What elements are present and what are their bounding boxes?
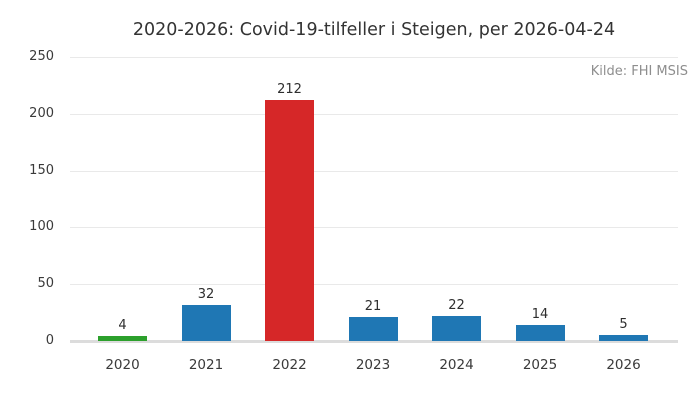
bar-2024	[432, 316, 481, 341]
bar-2021	[181, 304, 231, 341]
bar-2026	[599, 335, 648, 341]
y-tick-label-100: 100	[29, 219, 54, 235]
bar-value-label-2021: 32	[197, 286, 215, 302]
bar-value-label-2022: 212	[277, 82, 302, 98]
y-tick-label-50: 50	[37, 276, 54, 292]
y-tick-label-200: 200	[29, 105, 54, 121]
source-annotation: Kilde: FHI MSIS	[590, 64, 688, 79]
y-tick-label-250: 250	[29, 49, 54, 64]
x-tick-label-2020: 2020	[105, 357, 140, 373]
gridline-y-250	[70, 57, 678, 58]
gridline-y-50	[70, 284, 678, 286]
gridline-y-200	[70, 113, 678, 115]
x-tick-label-2026: 2026	[606, 357, 641, 373]
bar-value-label-2024: 22	[448, 298, 465, 313]
bar-value-label-2023: 21	[364, 299, 382, 315]
gridline-y-150	[70, 170, 678, 172]
x-axis-baseline	[70, 340, 678, 343]
bar-value-label-2020: 4	[118, 318, 127, 334]
bar-2023	[348, 317, 398, 341]
y-tick-label-0: 0	[45, 333, 54, 348]
bar-value-label-2025: 14	[531, 307, 549, 323]
chart-title: 2020-2026: Covid-19-tilfeller i Steigen,…	[132, 20, 616, 40]
bar-2022	[265, 100, 314, 341]
x-tick-label-2021: 2021	[188, 357, 224, 373]
bar-2020	[98, 336, 147, 341]
bar-value-label-2026: 5	[619, 317, 628, 333]
gridline-y-100	[70, 227, 678, 229]
x-tick-label-2023: 2023	[355, 357, 391, 373]
x-tick-label-2025: 2025	[522, 357, 558, 373]
x-tick-label-2024: 2024	[439, 357, 474, 373]
bar-2025	[515, 325, 565, 341]
x-tick-label-2022: 2022	[272, 357, 307, 373]
y-tick-label-150: 150	[29, 162, 54, 178]
